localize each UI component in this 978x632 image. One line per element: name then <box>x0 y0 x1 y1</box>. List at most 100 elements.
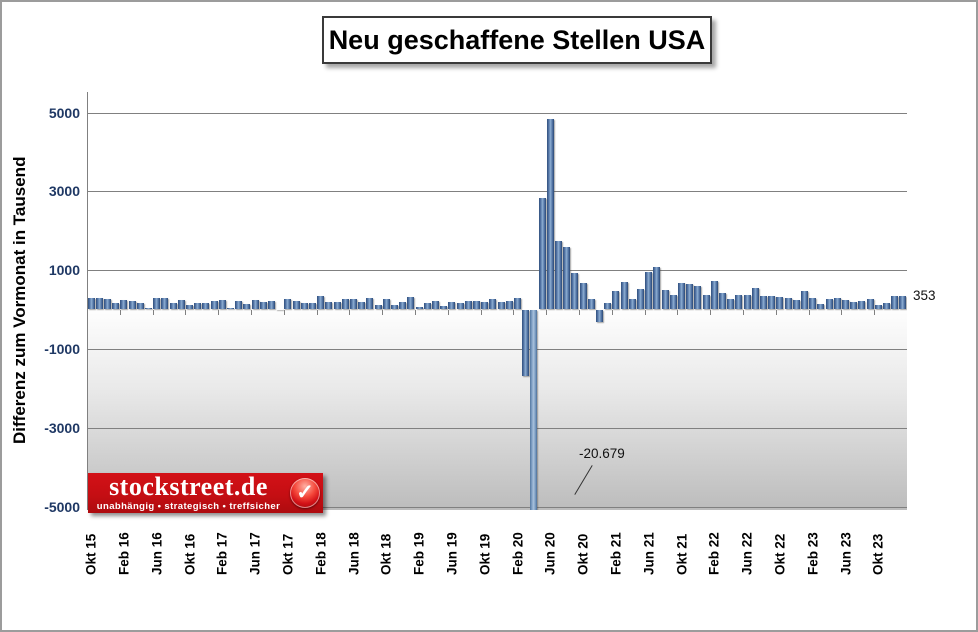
y-tick-label: -5000 <box>44 498 80 515</box>
bar <box>358 302 366 310</box>
bar <box>538 197 546 310</box>
bar <box>801 290 808 310</box>
bar <box>300 302 308 310</box>
x-tick-label: Jun 16 <box>149 532 165 576</box>
bar <box>792 300 800 310</box>
bar <box>259 302 267 310</box>
bar <box>317 296 325 310</box>
bar <box>768 295 776 310</box>
x-tick-label: Okt 23 <box>870 533 886 575</box>
gridline <box>87 427 907 429</box>
x-axis-tickmark <box>382 310 384 315</box>
bar <box>333 301 341 310</box>
bar <box>251 300 259 310</box>
bar <box>604 303 612 310</box>
x-axis-tickmark <box>677 310 679 315</box>
bar <box>850 302 858 310</box>
bar <box>489 299 497 310</box>
x-axis-tickmark <box>415 310 416 315</box>
gridline <box>87 191 907 193</box>
x-tick-label: Jun 18 <box>346 532 361 576</box>
bar <box>874 305 882 310</box>
bar <box>382 298 390 310</box>
bar <box>391 304 398 310</box>
bar <box>710 281 718 310</box>
bar <box>350 299 357 310</box>
x-tick-label: Jun 20 <box>542 532 558 576</box>
x-axis-tickmark <box>251 310 252 315</box>
x-tick-label: Feb 22 <box>706 532 722 576</box>
bar <box>735 295 743 310</box>
bar <box>809 298 817 310</box>
bar <box>505 301 513 310</box>
bar <box>596 309 603 322</box>
bar <box>423 303 431 310</box>
stockstreet-logo: stockstreet.de unabhängig • strategisch … <box>88 473 323 513</box>
bar <box>833 297 841 310</box>
bar <box>374 305 382 310</box>
gridline <box>87 348 907 350</box>
bar <box>202 303 210 310</box>
bar <box>760 295 767 310</box>
x-tick-label: Okt 22 <box>772 533 788 575</box>
y-tick-label: -3000 <box>44 419 80 436</box>
x-tick-label: Jun 23 <box>838 532 853 576</box>
bar <box>522 309 530 376</box>
x-axis-tickmark <box>579 310 580 315</box>
bar <box>563 247 571 310</box>
bar <box>694 286 702 310</box>
bar <box>210 300 218 310</box>
bar <box>284 299 292 310</box>
bar <box>366 298 374 310</box>
x-tick-label: Okt 15 <box>83 533 99 575</box>
bar <box>587 299 595 310</box>
bar <box>661 290 669 310</box>
bar <box>817 303 825 310</box>
bar <box>87 297 95 310</box>
x-axis-tickmark <box>841 310 843 315</box>
bar <box>653 266 661 310</box>
x-tick-label: Feb 21 <box>608 532 624 576</box>
bar <box>858 301 866 310</box>
x-tick-label: Feb 20 <box>510 532 525 576</box>
x-axis-tickmark <box>349 310 351 315</box>
x-axis-tickmark <box>513 310 515 315</box>
bar <box>719 293 726 310</box>
bar <box>530 309 538 510</box>
bar <box>579 282 587 310</box>
y-tick-label: 5000 <box>48 104 80 121</box>
gridline <box>87 270 907 272</box>
x-axis-tickmark <box>119 310 121 315</box>
x-tick-label: Okt 17 <box>280 533 296 575</box>
bar <box>120 300 128 310</box>
bar <box>235 301 243 310</box>
chart-title: Neu geschaffene Stellen USA <box>328 24 706 55</box>
y-tick-label: -1000 <box>44 340 80 357</box>
bar <box>727 299 735 310</box>
x-axis-tickmark <box>775 310 777 315</box>
bar <box>628 299 636 310</box>
x-axis-tickmark <box>447 310 449 315</box>
bar <box>407 297 415 310</box>
bar <box>276 308 284 310</box>
bar <box>497 302 505 310</box>
bar <box>325 302 333 310</box>
x-tick-label: Okt 18 <box>378 533 394 575</box>
bar <box>95 298 103 310</box>
bar <box>612 290 620 310</box>
bar <box>899 295 907 310</box>
x-tick-label: Jun 17 <box>247 532 263 576</box>
bar <box>751 288 759 310</box>
x-axis-tickmark <box>644 310 646 315</box>
bar <box>341 298 349 310</box>
plot-area <box>87 92 907 510</box>
gridline <box>87 112 907 114</box>
bar <box>645 271 653 310</box>
bar <box>292 300 300 310</box>
logo-tagline: unabhängig • strategisch • treffsicher <box>96 501 281 512</box>
bar <box>686 284 694 310</box>
chart-title-box: Neu geschaffene Stellen USA <box>322 16 712 64</box>
bar <box>169 302 177 310</box>
y-axis-line <box>87 92 88 510</box>
